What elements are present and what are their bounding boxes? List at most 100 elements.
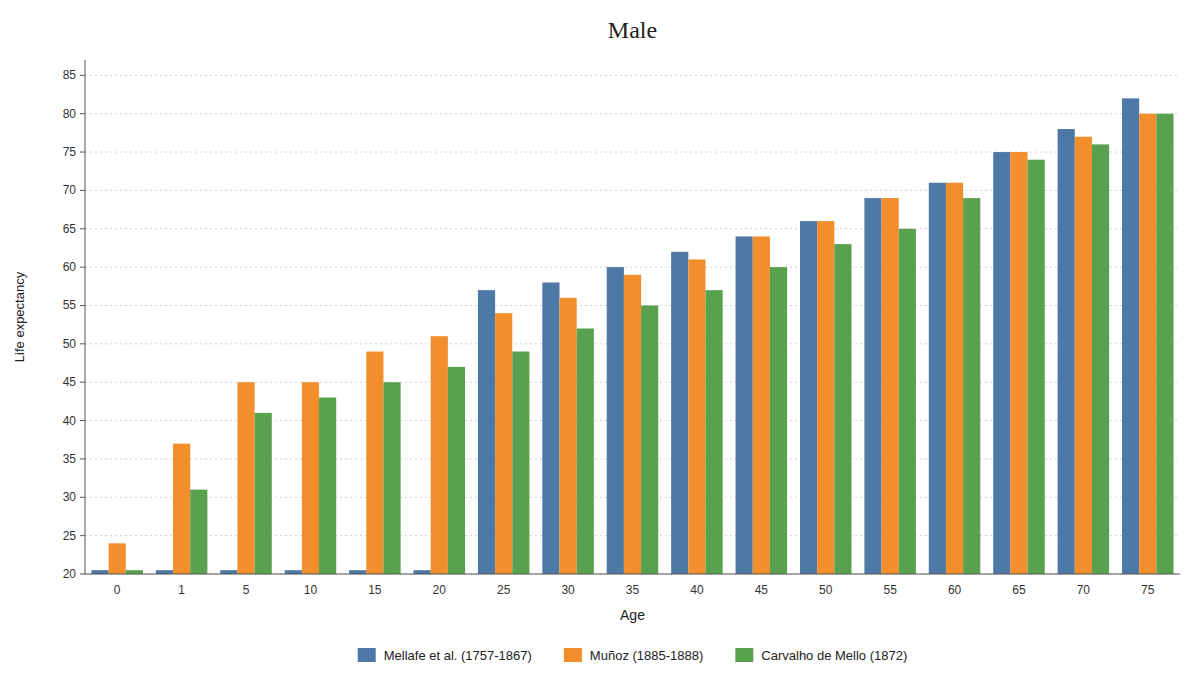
- bar: [349, 570, 366, 574]
- x-tick-label: 20: [433, 583, 447, 597]
- bar: [963, 198, 980, 574]
- y-tick-label: 55: [63, 298, 77, 312]
- y-tick-label: 65: [63, 222, 77, 236]
- grid-line: [85, 75, 1180, 76]
- bar: [220, 570, 237, 574]
- y-tick-label: 50: [63, 337, 77, 351]
- x-tick-label: 5: [243, 583, 250, 597]
- x-tick-label: 65: [1012, 583, 1026, 597]
- bar: [1156, 114, 1173, 574]
- bar: [478, 290, 495, 574]
- bar: [706, 290, 723, 574]
- grid: [85, 75, 1180, 574]
- bar: [560, 298, 577, 574]
- x-tick-label: 35: [626, 583, 640, 597]
- legend-label: Muñoz (1885-1888): [590, 648, 703, 663]
- bar: [1058, 129, 1075, 574]
- bar: [607, 267, 624, 574]
- legend: Mellafe et al. (1757-1867) Muñoz (1885-18…: [358, 648, 908, 663]
- legend-swatch: [564, 648, 582, 662]
- bar: [946, 183, 963, 574]
- legend-swatch: [735, 648, 753, 662]
- x-tick-label: 15: [368, 583, 382, 597]
- x-tick-label: 60: [948, 583, 962, 597]
- bar: [255, 413, 272, 574]
- bar: [448, 367, 465, 574]
- x-tick-label: 0: [114, 583, 121, 597]
- bar: [190, 490, 207, 574]
- y-tick-label: 30: [63, 490, 77, 504]
- y-tick-label: 80: [63, 107, 77, 121]
- x-tick-label: 25: [497, 583, 511, 597]
- y-tick: [80, 190, 85, 191]
- legend-item: Carvalho de Mello (1872): [735, 648, 907, 663]
- y-tick-label: 25: [63, 529, 77, 543]
- y-tick-label: 75: [63, 145, 77, 159]
- y-tick-label: 85: [63, 68, 77, 82]
- bar: [688, 259, 705, 574]
- x-tick-label: 1: [178, 583, 185, 597]
- title: Male: [608, 17, 657, 43]
- bar: [577, 329, 594, 574]
- y-tick-label: 60: [63, 260, 77, 274]
- bar: [770, 267, 787, 574]
- bar: [383, 382, 400, 574]
- chart: Male202530354045505560657075808501510152…: [0, 0, 1200, 699]
- y-tick-label: 40: [63, 414, 77, 428]
- y-tick: [80, 228, 85, 229]
- x-axis-line: [85, 574, 1180, 575]
- bar: [512, 352, 529, 574]
- y-tick: [80, 420, 85, 421]
- bar: [929, 183, 946, 574]
- bar: [671, 252, 688, 574]
- x-tick-label: 70: [1077, 583, 1091, 597]
- bar: [1075, 137, 1092, 574]
- x-tick-label: 75: [1141, 583, 1155, 597]
- x-tick-label: 55: [883, 583, 897, 597]
- bar: [800, 221, 817, 574]
- x-tick-label: 10: [304, 583, 318, 597]
- x-tick-label: 50: [819, 583, 833, 597]
- x-tick-label: 40: [690, 583, 704, 597]
- y-tick: [80, 574, 85, 575]
- x-tick-label: 30: [561, 583, 575, 597]
- bar: [302, 382, 319, 574]
- y-tick: [80, 458, 85, 459]
- bar: [1092, 144, 1109, 574]
- grid-line: [85, 113, 1180, 114]
- bar: [1028, 160, 1045, 574]
- bar: [542, 282, 559, 574]
- bar: [899, 229, 916, 574]
- y-tick: [80, 267, 85, 268]
- bar: [882, 198, 899, 574]
- bar: [1010, 152, 1027, 574]
- bar: [624, 275, 641, 574]
- y-tick-label: 45: [63, 375, 77, 389]
- bar: [1122, 98, 1139, 574]
- bar: [817, 221, 834, 574]
- y-tick-label: 20: [63, 567, 77, 581]
- x-tick-label: 45: [755, 583, 769, 597]
- bar: [993, 152, 1010, 574]
- legend-item: Muñoz (1885-1888): [564, 648, 703, 663]
- y-tick: [80, 497, 85, 498]
- y-tick: [80, 113, 85, 114]
- legend-label: Carvalho de Mello (1872): [761, 648, 907, 663]
- bar: [864, 198, 881, 574]
- bar: [641, 305, 658, 574]
- y-tick-label: 70: [63, 183, 77, 197]
- y-tick: [80, 343, 85, 344]
- bar: [431, 336, 448, 574]
- bar: [366, 352, 383, 574]
- bar: [834, 244, 851, 574]
- bar: [237, 382, 254, 574]
- y-tick-label: 35: [63, 452, 77, 466]
- bar: [126, 570, 143, 574]
- bar: [1139, 114, 1156, 574]
- bar: [109, 543, 126, 574]
- x-axis-label: Age: [620, 607, 645, 623]
- y-axis-label: Life expectancy: [12, 271, 27, 362]
- bar: [319, 398, 336, 574]
- bar: [91, 570, 108, 574]
- legend-item: Mellafe et al. (1757-1867): [358, 648, 532, 663]
